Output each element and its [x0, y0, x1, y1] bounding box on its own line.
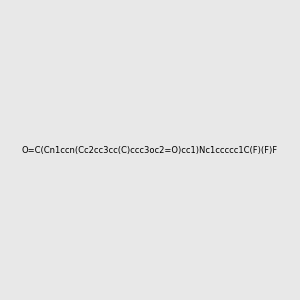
Text: O=C(Cn1ccn(Cc2cc3cc(C)ccc3oc2=O)cc1)Nc1ccccc1C(F)(F)F: O=C(Cn1ccn(Cc2cc3cc(C)ccc3oc2=O)cc1)Nc1c…	[22, 146, 278, 154]
